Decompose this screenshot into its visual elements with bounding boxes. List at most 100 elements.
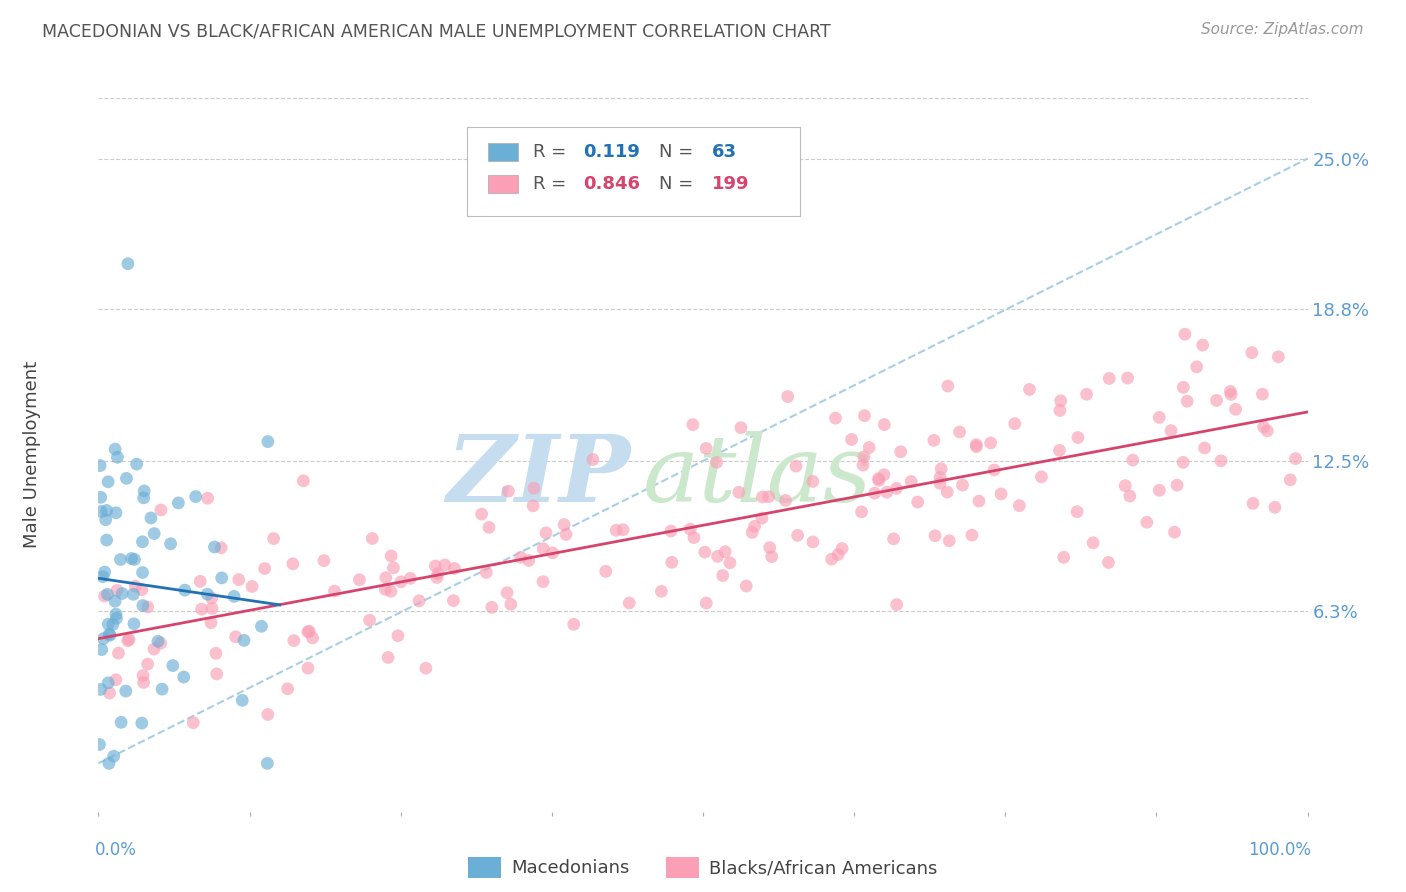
Point (706, 455, 728, 469)
Point (1081, 536, 1104, 550)
Point (509, 550, 531, 565)
Text: atlas: atlas (643, 432, 872, 521)
Point (257, 434, 280, 449)
Point (415, 661, 437, 675)
Point (965, 440, 987, 454)
Point (107, 450, 129, 465)
Point (706, 549, 728, 564)
Point (1194, 441, 1216, 455)
Point (143, 642, 166, 657)
Point (1049, 393, 1071, 408)
Point (498, 484, 520, 499)
Point (659, 524, 682, 538)
Point (89, 738, 111, 752)
Point (890, 444, 912, 458)
Point (188, 574, 211, 589)
Point (1004, 417, 1026, 431)
Point (132, 599, 155, 613)
Point (1049, 443, 1071, 458)
Point (201, 601, 224, 615)
Point (824, 411, 846, 425)
Point (98, 627, 121, 641)
Point (751, 511, 773, 525)
Text: N =: N = (659, 143, 699, 161)
Point (1209, 454, 1232, 468)
Point (117, 257, 139, 271)
Point (936, 379, 959, 393)
Text: 100.0%: 100.0% (1249, 841, 1312, 859)
Point (205, 667, 228, 681)
Point (110, 715, 132, 730)
Point (225, 630, 247, 644)
Point (103, 749, 125, 764)
Point (389, 574, 412, 589)
Point (94, 513, 117, 527)
Point (775, 493, 797, 508)
Point (1160, 424, 1182, 438)
Point (858, 441, 880, 455)
Point (374, 571, 396, 585)
Point (1031, 470, 1053, 484)
Point (121, 551, 143, 566)
Point (1149, 483, 1171, 498)
Point (761, 549, 783, 564)
Point (105, 611, 128, 625)
Point (380, 549, 402, 563)
Point (661, 555, 683, 569)
Point (205, 646, 228, 660)
Point (683, 531, 706, 545)
Point (105, 583, 128, 598)
Point (1267, 350, 1289, 364)
Point (117, 633, 139, 648)
Point (948, 425, 970, 439)
Point (553, 517, 575, 532)
Point (562, 617, 585, 632)
Point (93, 565, 115, 579)
Point (167, 496, 190, 510)
Point (96, 503, 118, 517)
Point (695, 596, 717, 610)
Point (868, 474, 890, 488)
Point (374, 582, 396, 597)
Point (104, 594, 127, 608)
Point (841, 433, 863, 447)
Point (650, 584, 672, 599)
Point (297, 624, 319, 639)
Point (1067, 431, 1090, 445)
Point (751, 490, 773, 504)
Point (181, 715, 204, 730)
Point (433, 558, 456, 572)
Point (211, 571, 233, 585)
Point (531, 574, 554, 589)
Point (1053, 550, 1076, 565)
Point (312, 554, 335, 568)
Point (517, 553, 540, 567)
Point (1185, 359, 1208, 374)
Point (1122, 453, 1144, 467)
Point (929, 476, 952, 491)
Point (873, 417, 896, 432)
Point (541, 546, 564, 560)
Point (443, 561, 465, 575)
Point (1008, 499, 1031, 513)
Point (97, 675, 120, 690)
Point (131, 566, 153, 580)
Point (936, 485, 959, 500)
Point (863, 486, 886, 500)
Point (104, 607, 127, 621)
Point (139, 511, 162, 525)
Point (96, 587, 118, 601)
Point (1114, 478, 1136, 492)
Point (89, 458, 111, 473)
Point (91, 570, 114, 584)
Point (496, 585, 519, 599)
Point (605, 524, 627, 538)
Text: 0.0%: 0.0% (94, 841, 136, 859)
Point (980, 436, 1002, 450)
Point (399, 571, 422, 585)
Point (967, 494, 990, 508)
Point (1225, 402, 1247, 417)
Point (426, 566, 449, 581)
Point (693, 545, 716, 559)
Point (786, 528, 808, 542)
